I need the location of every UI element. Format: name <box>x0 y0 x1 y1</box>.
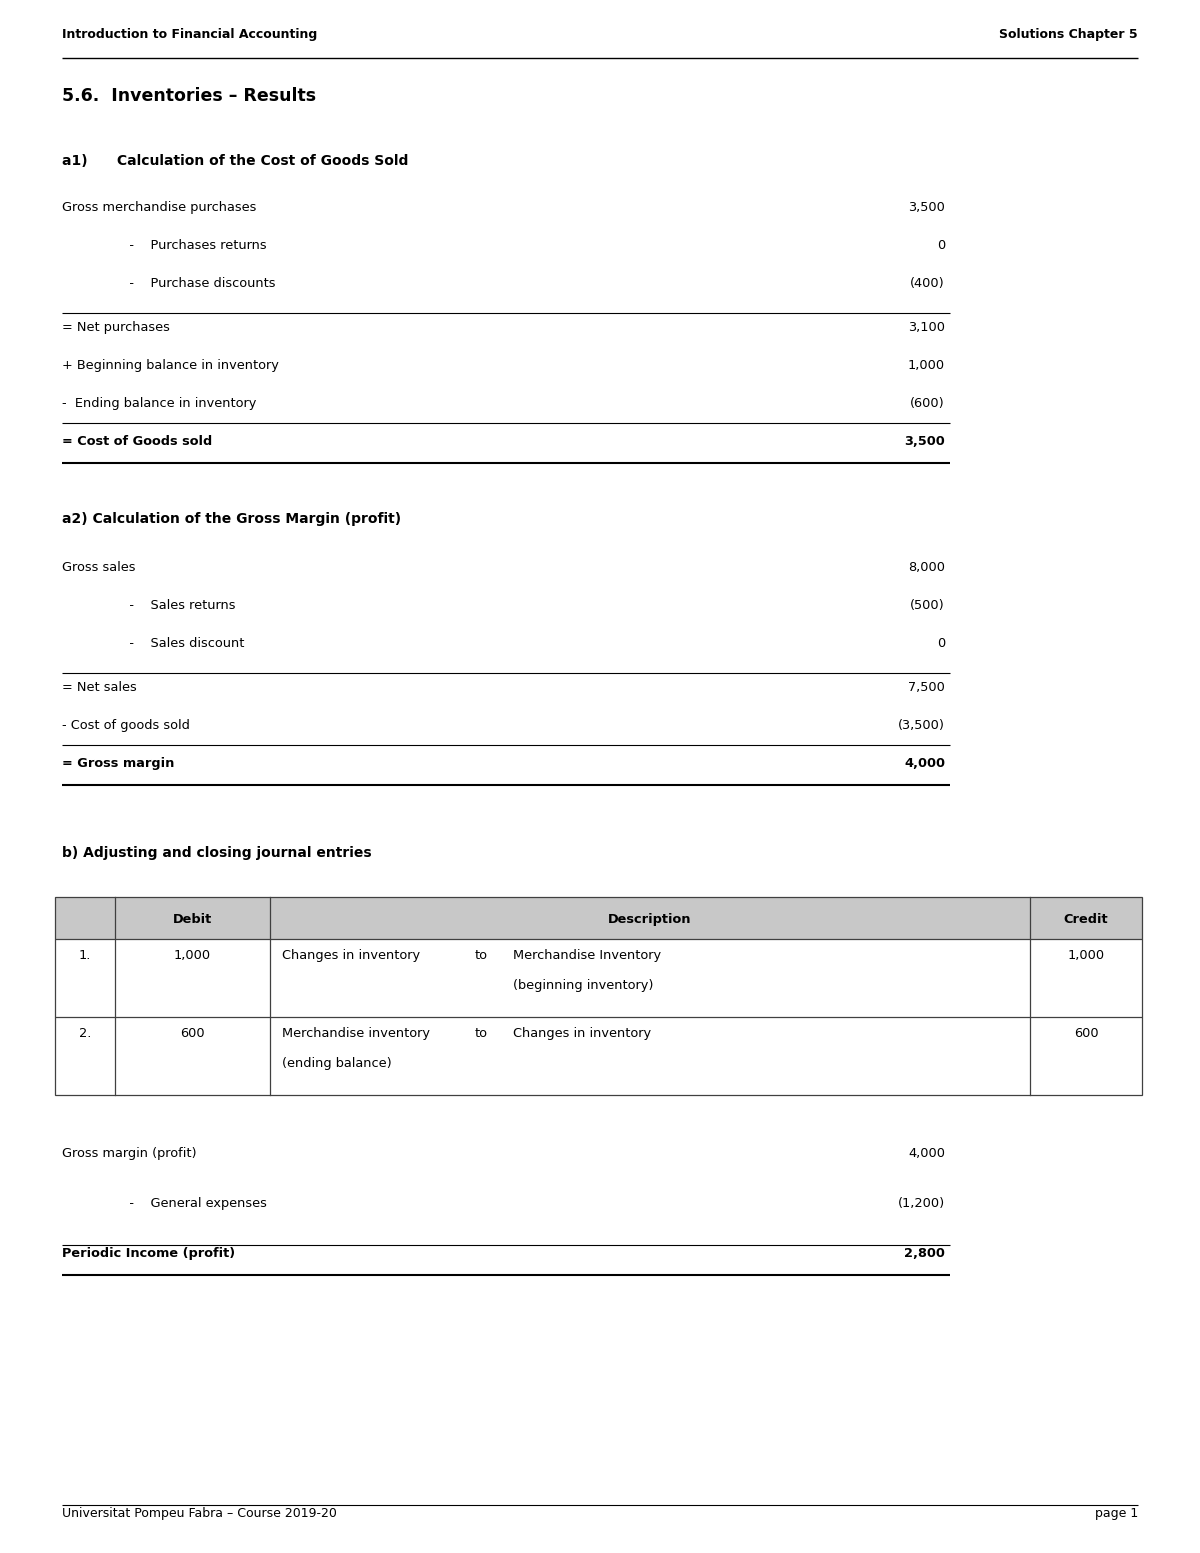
Text: 3,500: 3,500 <box>905 435 946 447</box>
Text: 3,500: 3,500 <box>908 200 946 214</box>
Text: -    Purchase discounts: - Purchase discounts <box>118 276 276 290</box>
Bar <box>55 898 1142 1095</box>
Text: = Net purchases: = Net purchases <box>62 321 170 334</box>
Text: 4,000: 4,000 <box>904 756 946 770</box>
Text: -  Ending balance in inventory: - Ending balance in inventory <box>62 398 257 410</box>
Text: Gross merchandise purchases: Gross merchandise purchases <box>62 200 257 214</box>
Text: Changes in inventory: Changes in inventory <box>282 949 420 961</box>
Text: (3,500): (3,500) <box>898 719 946 731</box>
Text: -    Sales discount: - Sales discount <box>118 637 245 651</box>
Text: Merchandise inventory: Merchandise inventory <box>282 1027 430 1041</box>
Text: -    Sales returns: - Sales returns <box>118 599 235 612</box>
Text: page 1: page 1 <box>1094 1506 1138 1520</box>
Text: 4,000: 4,000 <box>908 1148 946 1160</box>
Text: Description: Description <box>608 913 691 926</box>
Text: (400): (400) <box>911 276 946 290</box>
Text: = Net sales: = Net sales <box>62 682 137 694</box>
Text: 3,100: 3,100 <box>908 321 946 334</box>
Text: 7,500: 7,500 <box>908 682 946 694</box>
Text: 2,800: 2,800 <box>904 1247 946 1259</box>
Text: Universitat Pompeu Fabra – Course 2019-20: Universitat Pompeu Fabra – Course 2019-2… <box>62 1506 337 1520</box>
Text: 1,000: 1,000 <box>908 359 946 373</box>
Text: 0: 0 <box>937 637 946 651</box>
Text: Gross sales: Gross sales <box>62 561 136 575</box>
Text: Periodic Income (profit): Periodic Income (profit) <box>62 1247 235 1259</box>
Text: a2) Calculation of the Gross Margin (profit): a2) Calculation of the Gross Margin (pro… <box>62 512 401 526</box>
Text: = Gross margin: = Gross margin <box>62 756 174 770</box>
Text: Gross margin (profit): Gross margin (profit) <box>62 1148 197 1160</box>
Text: = Cost of Goods sold: = Cost of Goods sold <box>62 435 212 447</box>
Text: (500): (500) <box>911 599 946 612</box>
Text: -    Purchases returns: - Purchases returns <box>118 239 266 252</box>
Text: 5.6.  Inventories – Results: 5.6. Inventories – Results <box>62 87 316 106</box>
Text: (1,200): (1,200) <box>898 1197 946 1210</box>
Text: to: to <box>475 1027 488 1041</box>
Text: -    General expenses: - General expenses <box>118 1197 266 1210</box>
Text: (beginning inventory): (beginning inventory) <box>514 978 654 992</box>
Text: Credit: Credit <box>1063 913 1109 926</box>
Text: 2.: 2. <box>79 1027 91 1041</box>
Text: Debit: Debit <box>173 913 212 926</box>
Text: Solutions Chapter 5: Solutions Chapter 5 <box>1000 28 1138 40</box>
Text: 8,000: 8,000 <box>908 561 946 575</box>
Text: 1,000: 1,000 <box>174 949 211 961</box>
Text: (600): (600) <box>911 398 946 410</box>
Text: (ending balance): (ending balance) <box>282 1058 391 1070</box>
Text: 1.: 1. <box>79 949 91 961</box>
Text: Merchandise Inventory: Merchandise Inventory <box>514 949 661 961</box>
Text: Introduction to Financial Accounting: Introduction to Financial Accounting <box>62 28 317 40</box>
Bar <box>55 898 1142 940</box>
Text: 600: 600 <box>1074 1027 1098 1041</box>
Text: 0: 0 <box>937 239 946 252</box>
Text: Changes in inventory: Changes in inventory <box>514 1027 652 1041</box>
Text: b) Adjusting and closing journal entries: b) Adjusting and closing journal entries <box>62 846 372 860</box>
Text: to: to <box>475 949 488 961</box>
Text: + Beginning balance in inventory: + Beginning balance in inventory <box>62 359 278 373</box>
Text: 600: 600 <box>180 1027 205 1041</box>
Text: - Cost of goods sold: - Cost of goods sold <box>62 719 190 731</box>
Text: 1,000: 1,000 <box>1068 949 1104 961</box>
Text: a1)      Calculation of the Cost of Goods Sold: a1) Calculation of the Cost of Goods Sol… <box>62 154 408 168</box>
